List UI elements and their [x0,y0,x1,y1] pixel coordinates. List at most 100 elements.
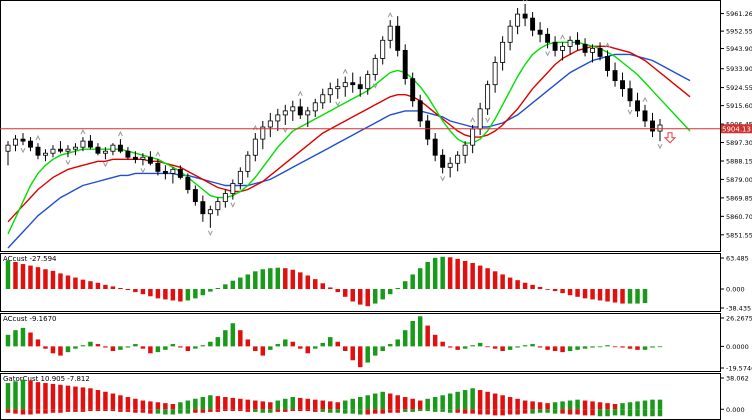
gator-bar-up [260,401,266,410]
candle-body [72,146,78,150]
gator-bar-down [298,409,303,412]
histogram-bar [103,284,108,290]
candle-body [43,152,48,156]
ac2-histogram [5,316,663,368]
gator-bar-down [642,409,648,417]
gator-bar-up [118,395,123,410]
candle-body [215,201,221,211]
price-tick-label: 5869.85 [726,194,752,202]
gator-bar-down [155,409,161,414]
histogram-bar [88,341,93,347]
gator-bar-up [80,387,86,410]
histogram-bar [65,275,71,290]
candle-body [560,45,566,51]
histogram-bar [178,289,183,302]
gator-bar-down [50,409,56,413]
histogram-bar [328,337,333,347]
gator-bar-down [620,409,625,416]
histogram-bar [298,272,303,290]
candle-body [440,154,446,168]
histogram-bar [357,289,363,305]
histogram-bar [455,258,460,290]
candle-body [380,39,386,59]
candle-body [110,144,116,152]
gator-bar-up [440,395,445,410]
candle [380,36,386,65]
histogram-bar [208,289,213,292]
candle [43,149,48,162]
gator-bar-down [28,409,33,415]
histogram-bar [95,344,101,347]
price-panel[interactable]: 5961.26 5952.55 5943.90 5933.90 5924.55 5915.… [0,0,752,252]
gator-bar-up [597,402,603,410]
histogram-bar [365,346,370,363]
histogram-bar [328,287,333,290]
candle-body [230,183,236,194]
histogram-bar [5,334,11,347]
histogram-bar [485,268,490,290]
histogram-bar [582,346,588,349]
histogram-bar [148,289,153,297]
histogram-bar [50,270,56,290]
histogram-bar [110,286,116,290]
fractal-down-icon [282,127,288,134]
candle [57,141,63,154]
histogram-bar [170,289,176,301]
histogram-bar [657,346,663,348]
gator-bar-down [515,409,520,415]
candle-body [28,140,33,148]
indicator-panel-acust1[interactable]: ACcust -27.594 63.485 0.000 -38.435 [0,253,752,313]
histogram-bar [387,289,393,295]
gator-bar-down [118,409,123,412]
histogram-bar [118,346,123,350]
candle-body [485,84,491,110]
gator-bar-down [88,409,93,412]
candle [335,78,341,99]
histogram-bar [320,342,326,347]
histogram-bar [447,346,453,348]
candle-body [282,110,288,116]
candle [387,20,393,49]
fractal-down-icon [140,168,146,174]
gator-bar-up [410,398,415,410]
candle [642,104,648,128]
gator-bar-down [612,409,618,416]
gator-bar-down [440,409,445,412]
candle [447,157,453,178]
fractal-up-icon [387,12,393,18]
candle-body [207,209,213,215]
histogram-bar [215,287,221,290]
histogram-bar [515,280,520,290]
fractal-up-icon [80,128,86,135]
candle [552,36,558,57]
candle [170,167,176,184]
gator-bar-down [73,409,78,412]
histogram-bar [245,339,251,347]
candle [162,165,168,180]
current-price-label: 5904.13 [721,124,752,133]
price-tick-label: 5860.70 [726,213,752,221]
gator-bar-up [215,396,221,410]
candle [545,28,551,49]
indicator-tick-label: -38.435 [726,305,751,313]
gator-bar-up [103,391,108,410]
histogram-bar [440,256,445,290]
fractal-up-icon [560,34,566,40]
indicator-panel-acust2[interactable]: ACcust -9.1670 26.2675 0.0000 -19.5746 [0,313,752,373]
ma-path [7,45,691,223]
gator-bar-down [125,409,131,412]
gator-histogram [5,379,663,417]
candle-body [275,114,281,122]
histogram-bar [20,327,26,347]
indicator-panel-gator[interactable]: GatorCust 10.905 -7.812 38.062 0.000 [0,373,749,420]
gator-bar-up [200,397,206,410]
candle [425,114,431,146]
histogram-bar [395,339,400,347]
candle-body [582,43,588,53]
histogram-bar [627,346,633,349]
gator-bar-up [305,398,311,410]
candle-body [57,148,63,152]
gator-bar-down [148,409,153,414]
histogram-bar [507,346,513,350]
